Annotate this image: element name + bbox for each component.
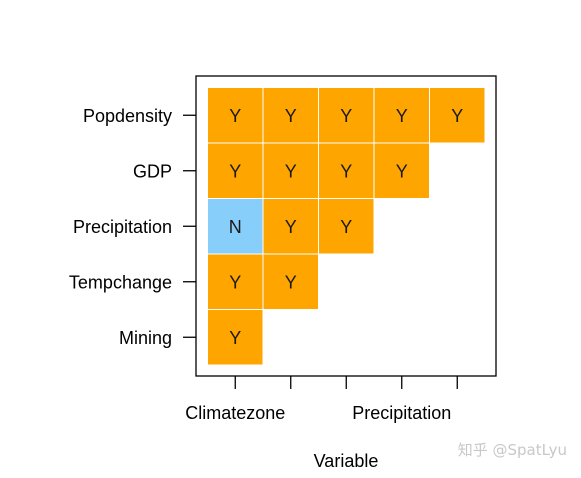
cell-value-label: Y	[451, 106, 463, 126]
cell-value-label: Y	[285, 217, 297, 237]
cell-value-label: Y	[396, 106, 408, 126]
heatmap-cell	[208, 88, 263, 143]
y-tick-label: Popdensity	[83, 106, 172, 126]
heatmap-cell	[319, 199, 374, 254]
cell-value-label: Y	[285, 161, 297, 181]
cell-value-label: Y	[229, 161, 241, 181]
x-tick-label: Precipitation	[352, 403, 451, 423]
cell-value-label: Y	[229, 328, 241, 348]
x-tick-label: Climatezone	[185, 403, 285, 423]
heatmap-cell	[374, 88, 429, 143]
heatmap-cell	[208, 254, 263, 309]
cell-value-label: Y	[340, 106, 352, 126]
watermark: 知乎 @SpatLyu	[457, 441, 567, 459]
cell-value-label: Y	[285, 272, 297, 292]
heatmap-cell	[263, 199, 318, 254]
y-tick-label: GDP	[133, 161, 172, 181]
y-tick-label: Precipitation	[73, 217, 172, 237]
cell-value-label: Y	[340, 161, 352, 181]
y-tick-label: Mining	[119, 328, 172, 348]
heatmap-cell	[319, 88, 374, 143]
cell-value-label: Y	[229, 106, 241, 126]
heatmap-cell	[208, 143, 263, 198]
cell-value-label: Y	[285, 106, 297, 126]
heatmap-cell	[263, 254, 318, 309]
cell-value-label: N	[229, 217, 242, 237]
heatmap-cell	[263, 143, 318, 198]
x-axis-label: Variable	[314, 451, 379, 471]
heatmap-cell	[208, 199, 263, 254]
heatmap-cell	[208, 310, 263, 365]
heatmap-cell	[263, 88, 318, 143]
cell-value-label: Y	[396, 161, 408, 181]
heatmap-cell	[374, 143, 429, 198]
cell-value-label: Y	[340, 217, 352, 237]
heatmap-cell	[430, 88, 485, 143]
heatmap-cell	[319, 143, 374, 198]
y-tick-label: Tempchange	[69, 272, 172, 292]
cell-value-label: Y	[229, 272, 241, 292]
